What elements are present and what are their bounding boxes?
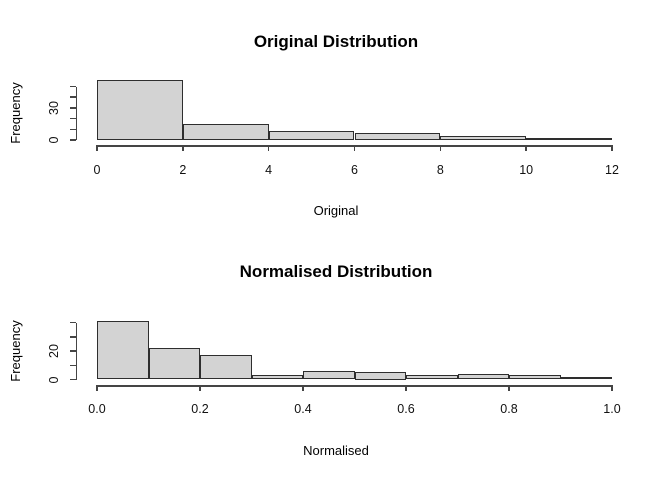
- x-tick: [611, 145, 613, 151]
- hist-bar: [97, 80, 183, 140]
- x-tick-label: 0.0: [88, 402, 106, 416]
- hist-bar: [560, 376, 612, 380]
- x-axis-label-original: Original: [313, 203, 359, 218]
- y-tick: [69, 350, 76, 352]
- x-tick-label: 8: [436, 163, 444, 177]
- x-tick-label: 1.0: [603, 402, 621, 416]
- y-tick-label: 0: [47, 136, 61, 144]
- x-tick: [96, 385, 98, 391]
- x-tick: [439, 145, 442, 151]
- x-tick-label: 0.6: [397, 402, 415, 416]
- hist-bar: [200, 355, 252, 380]
- hist-bar: [251, 375, 303, 380]
- y-tick: [69, 378, 76, 381]
- chart-title-normalised: Normalised Distribution: [239, 262, 433, 281]
- x-tick: [611, 385, 613, 391]
- y-axis-line: [75, 322, 77, 380]
- y-tick: [69, 139, 76, 141]
- y-tick: [69, 364, 76, 366]
- y-tick: [69, 336, 76, 338]
- hist-bar: [303, 370, 355, 380]
- y-axis-line: [75, 86, 77, 140]
- hist-bar: [457, 373, 509, 380]
- y-tick: [69, 107, 76, 109]
- y-axis-label-normalised: Frequency: [8, 320, 23, 382]
- y-tick-label: 30: [47, 100, 61, 115]
- hist-bar: [406, 375, 458, 380]
- hist-bar: [526, 137, 612, 140]
- x-tick: [508, 385, 510, 391]
- hist-bar: [354, 132, 441, 140]
- hist-bar: [182, 123, 269, 140]
- x-tick-label: 12: [605, 163, 619, 177]
- hist-bar: [354, 372, 406, 380]
- hist-bar: [97, 321, 149, 380]
- x-tick-label: 0: [93, 163, 101, 177]
- hist-bar: [509, 375, 561, 380]
- x-tick-label: 2: [179, 163, 187, 177]
- x-tick: [302, 385, 304, 391]
- y-tick: [69, 321, 76, 324]
- x-tick: [525, 145, 527, 151]
- y-tick: [69, 85, 76, 88]
- y-tick: [69, 128, 76, 131]
- y-axis-label-original: Frequency: [8, 82, 23, 144]
- x-tick-label: 4: [265, 163, 273, 177]
- chart-title-original: Original Distribution: [253, 32, 419, 51]
- y-tick-label: 20: [47, 344, 61, 358]
- hist-bar: [148, 348, 200, 380]
- hist-bar: [268, 131, 355, 140]
- y-tick-label: 0: [47, 376, 61, 383]
- x-tick: [182, 145, 184, 151]
- x-tick: [96, 145, 98, 151]
- x-tick-label: 10: [519, 163, 534, 177]
- x-tick-label: 0.4: [294, 402, 312, 416]
- x-tick-label: 0.8: [500, 402, 518, 416]
- x-tick: [199, 385, 201, 391]
- y-tick: [69, 117, 76, 120]
- y-tick: [69, 96, 76, 98]
- x-tick-label: 6: [351, 163, 358, 177]
- x-tick: [267, 145, 270, 151]
- x-tick-label: 0.2: [191, 402, 209, 416]
- hist-bar: [440, 135, 527, 140]
- x-axis-label-normalised: Normalised: [303, 443, 369, 458]
- x-tick: [353, 145, 356, 151]
- x-axis-line: [97, 385, 612, 387]
- x-tick: [405, 385, 407, 391]
